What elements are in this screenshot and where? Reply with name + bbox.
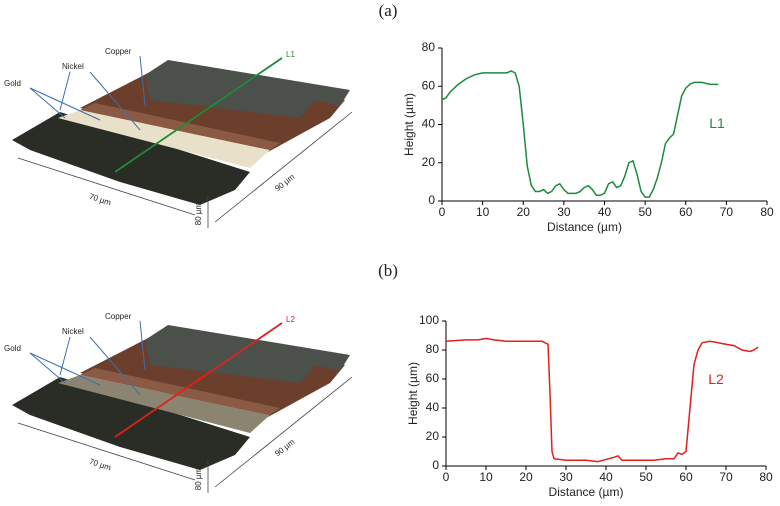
pointer [29, 352, 101, 386]
x-tick-label: 50 [639, 470, 653, 484]
x-tick-label: 10 [476, 205, 490, 219]
x-tick-label: 70 [719, 470, 733, 484]
surface-image: Copper Nickel Gold L1 70 µm 90 µm 80 µm [4, 47, 353, 228]
label-line: L1 [286, 50, 295, 59]
label-height: 80 µm [194, 202, 203, 225]
nickel-strip [80, 368, 280, 415]
pointer [59, 71, 71, 111]
label-gold: Gold [4, 79, 21, 88]
y-tick-label: 80 [426, 342, 440, 356]
pointer [29, 87, 66, 119]
x-tick-label: 60 [679, 205, 693, 219]
copper-plateau [145, 325, 350, 383]
pointer [29, 87, 101, 121]
pointer [89, 336, 141, 396]
box-edge [17, 422, 196, 481]
y-axis-label: Height (µm) [402, 93, 416, 156]
pointer [59, 336, 71, 376]
profile-line [114, 322, 283, 438]
label-height: 80 µm [194, 467, 203, 490]
label-depth: 90 µm [273, 437, 296, 458]
x-tick-label: 0 [439, 205, 446, 219]
x-tick-label: 0 [443, 470, 450, 484]
pointer [139, 320, 146, 371]
y-tick-label: 0 [428, 193, 435, 207]
x-tick-label: 30 [557, 205, 571, 219]
label-width: 70 µm [88, 457, 112, 473]
y-tick-label: 40 [426, 400, 440, 414]
y-tick-label: 20 [426, 429, 440, 443]
x-tick-label: 80 [760, 205, 774, 219]
x-tick-label: 80 [759, 470, 773, 484]
box-edge [17, 157, 196, 216]
y-tick-label: 60 [426, 371, 440, 385]
x-tick-label: 10 [479, 470, 493, 484]
label-width: 70 µm [88, 192, 112, 208]
y-tick-label: 20 [422, 155, 436, 169]
copper-plateau [145, 60, 350, 118]
box-edge [214, 376, 353, 488]
label-depth: 90 µm [273, 172, 296, 193]
y-tick-label: 60 [422, 78, 436, 92]
box-edge [214, 111, 353, 223]
legend-label: L1 [709, 115, 725, 131]
pointer [89, 71, 141, 131]
x-tick-label: 20 [517, 205, 531, 219]
x-axis-label: Distance (µm) [547, 220, 622, 234]
label-gold: Gold [4, 344, 21, 353]
terrain-dark [12, 112, 250, 205]
data-line [445, 337, 759, 463]
x-tick-label: 40 [599, 470, 613, 484]
x-tick-label: 30 [559, 470, 573, 484]
legend-label: L2 [708, 371, 724, 387]
y-axis-label: Height (µm) [406, 362, 420, 425]
x-tick-label: 70 [720, 205, 734, 219]
label-copper: Copper [105, 47, 132, 56]
label-copper: Copper [105, 312, 132, 321]
surface-image: Copper Nickel Gold L2 70 µm 90 µm 80 µm [4, 312, 353, 493]
x-tick-label: 40 [598, 205, 612, 219]
terrain-dark [12, 377, 250, 470]
label-nickel: Nickel [62, 327, 84, 336]
label-line: L2 [286, 315, 295, 324]
x-tick-label: 60 [679, 470, 693, 484]
x-axis-label: Distance (µm) [549, 485, 624, 499]
y-tick-label: 40 [422, 117, 436, 131]
y-tick-label: 0 [432, 458, 439, 472]
label-nickel: Nickel [62, 62, 84, 71]
y-tick-label: 100 [419, 313, 439, 327]
x-tick-label: 20 [519, 470, 533, 484]
data-line [441, 70, 719, 198]
nickel-strip [80, 103, 280, 150]
pointer [29, 352, 66, 384]
panel-label: (a) [379, 1, 398, 20]
panel-label: (b) [378, 261, 398, 280]
y-tick-label: 80 [422, 40, 436, 54]
pointer [139, 55, 146, 106]
x-tick-label: 50 [638, 205, 652, 219]
profile-line [114, 57, 283, 173]
